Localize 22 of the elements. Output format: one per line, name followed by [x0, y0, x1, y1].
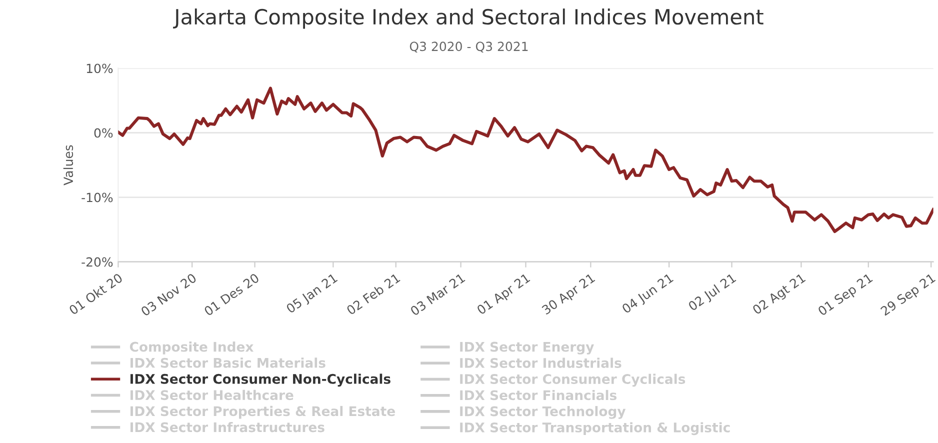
x-tick-label: 29 Sep 21: [880, 273, 938, 318]
y-tick-label: 0%: [94, 128, 113, 138]
chart-title: Jakarta Composite Index and Sectoral Indices Movement: [173, 8, 764, 29]
line-series: [118, 86, 934, 234]
x-tick-label: 02 Feb 21: [346, 272, 400, 316]
x-tick-label: 01 Okt 20: [68, 272, 124, 316]
x-tick-label: 02 Jul 21: [688, 272, 738, 314]
x-tick-label: 01 Sep 21: [817, 273, 874, 318]
x-tick-label: 05 Jan 21: [286, 273, 340, 316]
y-tick-label: -10%: [82, 192, 113, 202]
legend-label: IDX Sector Consumer Non-Cyclicals: [130, 374, 390, 387]
x-tick-label: 02 Agt 21: [752, 273, 808, 317]
y-axis-title: Values: [63, 145, 74, 186]
x-tick-label: 01 Des 20: [204, 272, 260, 316]
chart-subtitle: Q3 2020 - Q3 2021: [410, 42, 528, 53]
x-tick-label: 03 Mar 21: [410, 273, 466, 316]
x-tick-label: 30 Apr 21: [541, 273, 597, 317]
x-tick-label: 01 Apr 21: [476, 273, 532, 317]
x-tick-label: 03 Nov 20: [140, 272, 197, 316]
y-tick-label: 10%: [86, 64, 113, 74]
x-tick-label: 04 Jun 21: [621, 273, 676, 316]
y-tick-label: -20%: [82, 257, 113, 267]
